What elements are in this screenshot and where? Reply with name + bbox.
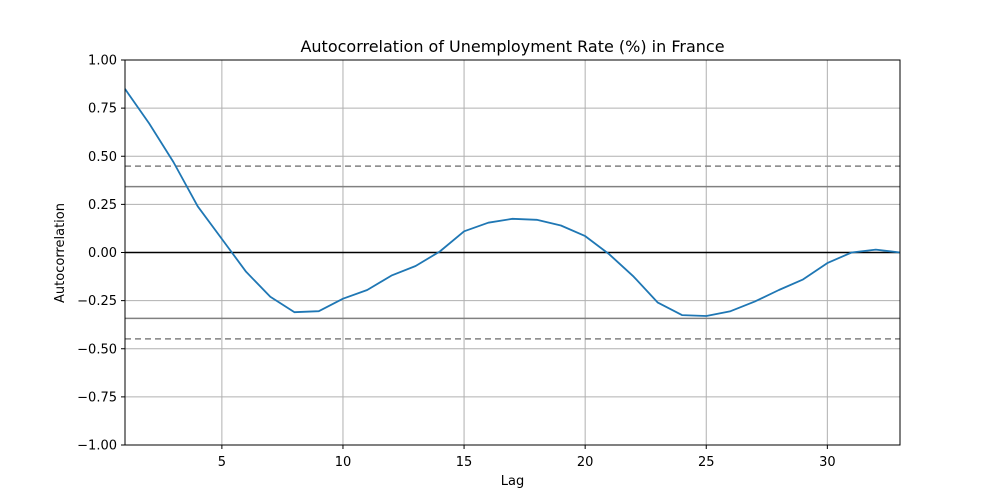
x-tick-label: 20 bbox=[577, 455, 594, 470]
x-tick-label: 5 bbox=[218, 455, 226, 470]
y-tick-label: 0.00 bbox=[88, 246, 117, 261]
x-tick-label: 25 bbox=[698, 455, 715, 470]
y-tick-label: −0.25 bbox=[77, 294, 117, 309]
chart-title: Autocorrelation of Unemployment Rate (%)… bbox=[300, 37, 724, 56]
y-tick-label: −0.75 bbox=[77, 390, 117, 405]
autocorrelation-series-line bbox=[124, 88, 901, 317]
y-axis-label: Autocorrelation bbox=[53, 203, 68, 303]
x-tick-label: 15 bbox=[456, 455, 473, 470]
y-tick-label: 0.75 bbox=[88, 102, 117, 117]
x-axis-ticks: 5 10 15 20 25 30 bbox=[218, 445, 836, 470]
reference-lines bbox=[125, 165, 900, 340]
x-axis-label: Lag bbox=[501, 474, 524, 489]
y-tick-label: 0.25 bbox=[88, 198, 117, 213]
x-tick-label: 10 bbox=[335, 455, 352, 470]
y-tick-label: 0.50 bbox=[88, 150, 117, 165]
y-tick-label: −0.50 bbox=[77, 342, 117, 357]
y-axis-ticks: 1.00 0.75 0.50 0.25 0.00 −0.25 −0.50 −0.75 −1.00 bbox=[77, 54, 125, 454]
y-tick-label: 1.00 bbox=[88, 54, 117, 69]
y-tick-label: −1.00 bbox=[77, 439, 117, 454]
x-tick-label: 30 bbox=[819, 455, 836, 470]
